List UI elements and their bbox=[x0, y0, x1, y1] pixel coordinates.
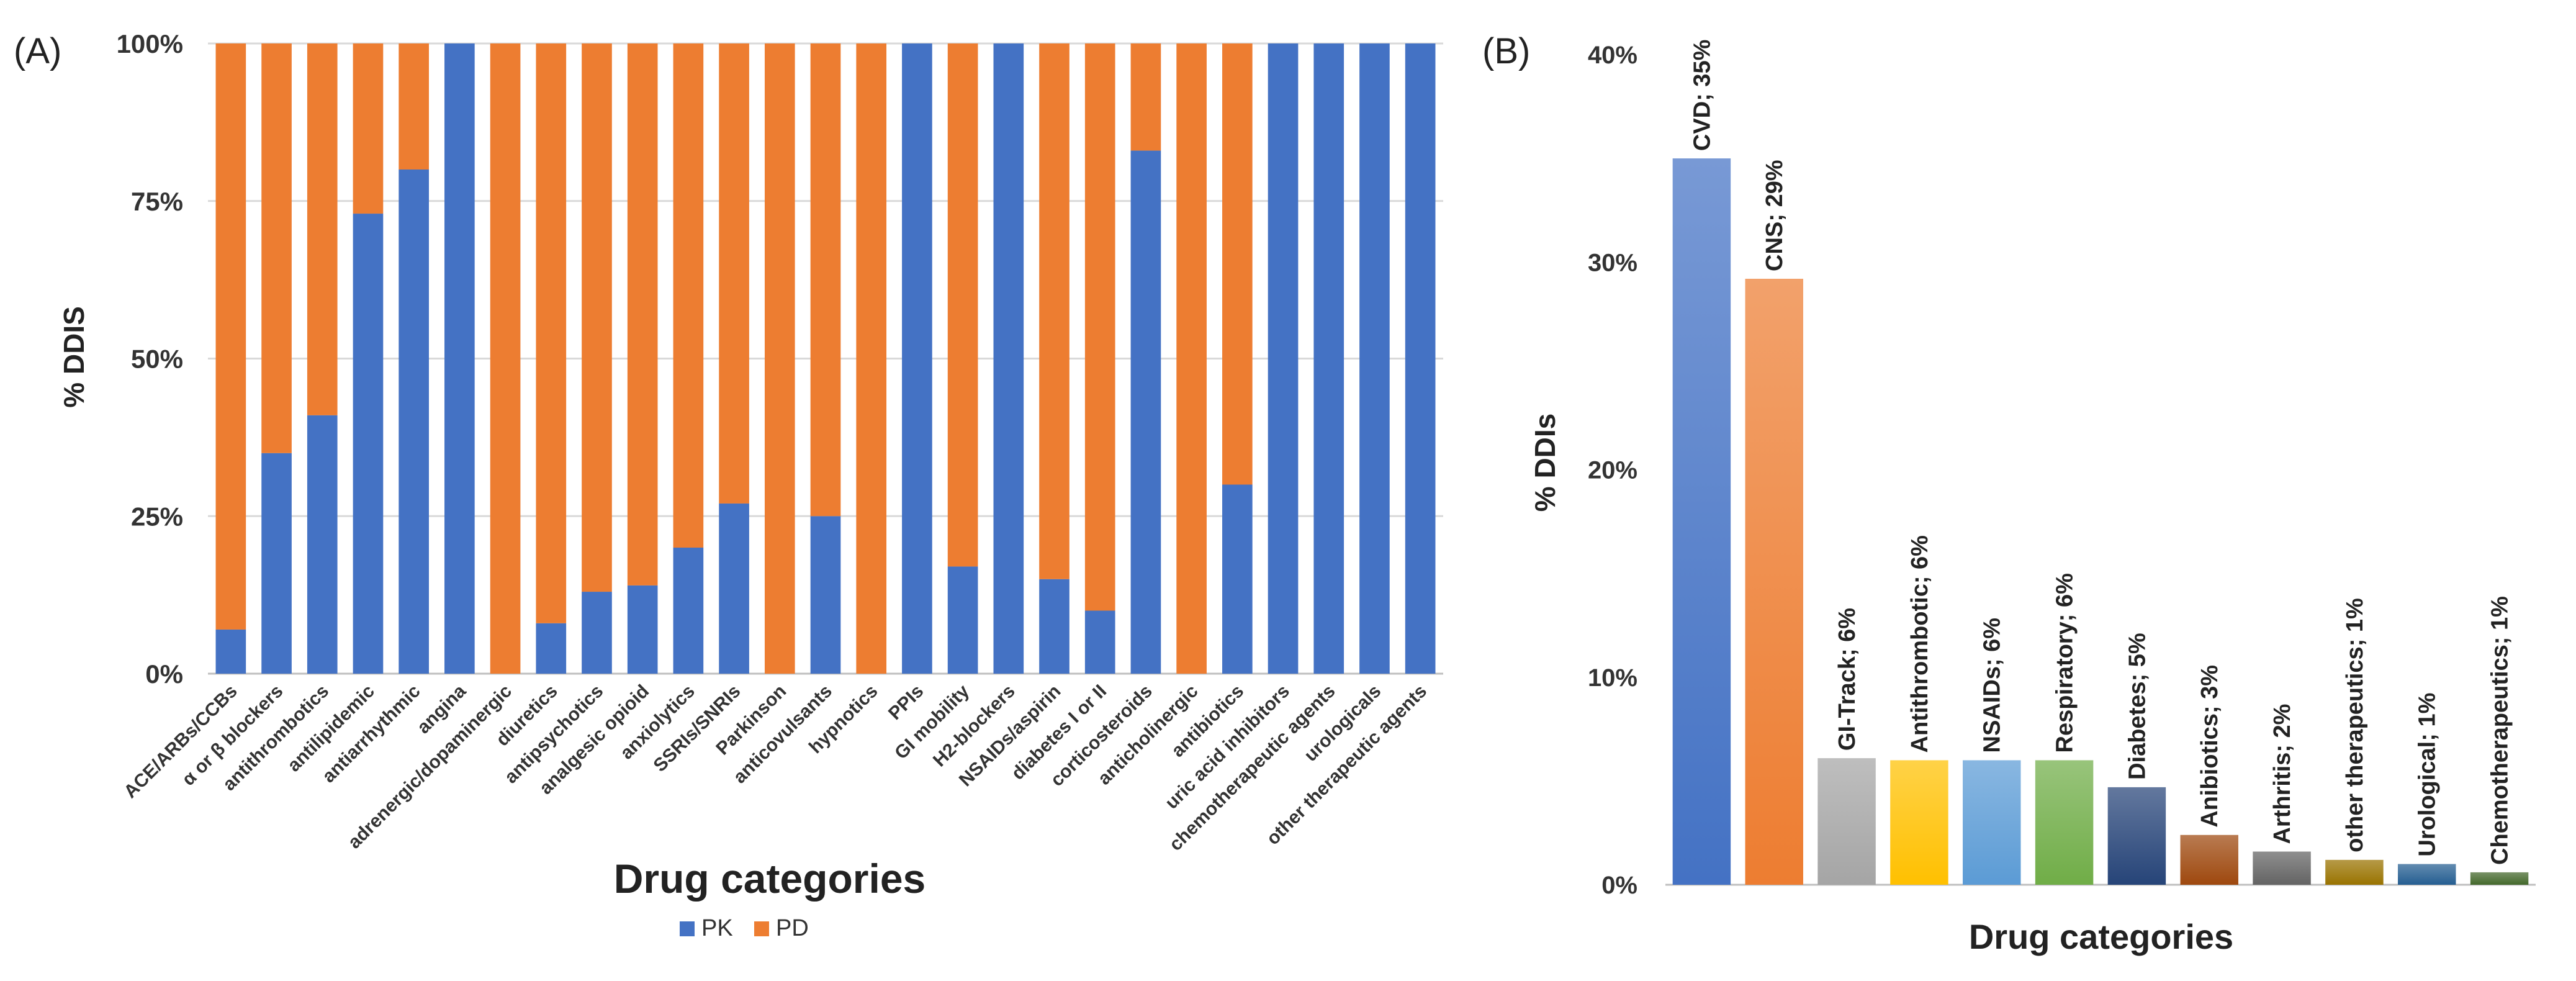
panel-a-y-tick-label: 75% bbox=[131, 187, 183, 216]
bar-pd-antipsychotics bbox=[582, 43, 612, 592]
bar-pd-diabetes-i-or-ii bbox=[1084, 43, 1115, 611]
panel-a-x-axis-label: Drug categories bbox=[614, 856, 925, 902]
bar-pd-antiarrhythmic bbox=[399, 43, 429, 170]
bar-pd-ace-arbs-ccbs bbox=[215, 43, 246, 630]
data-label-cvd: CVD; 35% bbox=[1689, 40, 1715, 151]
bar-pd-hypnotics bbox=[856, 43, 887, 674]
panel-b-y-axis-label: % DDIs bbox=[1529, 414, 1561, 512]
bar-pk-angina bbox=[444, 43, 475, 674]
bar-urological bbox=[2398, 864, 2456, 885]
panel-a-y-tick-label: 50% bbox=[131, 345, 183, 374]
bar-pk-analgesic-opioid bbox=[627, 585, 658, 674]
bar-nsaids bbox=[1963, 760, 2021, 885]
bar-pk-anxiolytics bbox=[673, 548, 704, 674]
panel-b-y-tick-label: 0% bbox=[1601, 872, 1637, 899]
bar-anibiotics bbox=[2180, 834, 2238, 885]
bar-gi-track bbox=[1817, 758, 1876, 885]
data-label-other-therapeutics: other therapeutics; 1% bbox=[2342, 598, 2368, 852]
bar-pk-ppis bbox=[902, 43, 932, 674]
bar-pk-diuretics bbox=[536, 623, 567, 674]
bar-pd-adrenergic-dopaminergic bbox=[490, 43, 521, 674]
panel-a-x-tick-label: PPIs bbox=[885, 681, 927, 724]
bar-pk-gi-mobility bbox=[947, 566, 978, 674]
panel-b-bars bbox=[1672, 158, 2529, 885]
bar-pk-nsaids-aspirin bbox=[1039, 579, 1070, 674]
panel-b-x-axis-label: Drug categories bbox=[1969, 917, 2233, 956]
data-label-nsaids: NSAIDs; 6% bbox=[1979, 618, 2006, 753]
data-label-urological: Urological; 1% bbox=[2415, 693, 2441, 857]
bar-chemotherapeutics bbox=[2470, 872, 2529, 885]
bar-pd-anticovulsants bbox=[810, 43, 841, 517]
bar-pk-uric-acid-inhibitors bbox=[1268, 43, 1299, 674]
data-label-diabetes: Diabetes; 5% bbox=[2124, 633, 2150, 780]
bar-cvd bbox=[1672, 158, 1731, 885]
bar-pk-ace-arbs-ccbs bbox=[215, 629, 246, 674]
panel-b: (B) 0% 10% 20% 30% 40% CVD; 35% CNS; 29% GI-Tr… bbox=[1482, 31, 2536, 956]
bar-pk-h2-blockers bbox=[993, 43, 1024, 674]
panel-b-y-tick-label: 40% bbox=[1588, 42, 1637, 69]
bar-other-therapeutics bbox=[2325, 859, 2384, 885]
bar-pk-anticovulsants bbox=[810, 516, 841, 674]
panel-a-y-tick-label: 0% bbox=[145, 659, 183, 689]
panel-a-y-tick-label: 25% bbox=[131, 502, 183, 531]
bar-pd-nsaids-aspirin bbox=[1039, 43, 1070, 579]
bar-arthritis bbox=[2253, 851, 2311, 885]
bar-pd-gi-mobility bbox=[947, 43, 978, 567]
data-label-cns: CNS; 29% bbox=[1762, 160, 1788, 271]
bar-pd-anxiolytics bbox=[673, 43, 704, 548]
panel-b-y-tick-label: 30% bbox=[1588, 249, 1637, 276]
panel-b-y-tick-label: 20% bbox=[1588, 457, 1637, 484]
panel-a-label: (A) bbox=[14, 31, 61, 71]
bar-respiratory bbox=[2035, 760, 2094, 885]
data-label-gi-track: GI-Track; 6% bbox=[1834, 608, 1860, 751]
bar-pk-ssris-snris bbox=[719, 503, 749, 674]
bar-pk-chemotherapeutic-agents bbox=[1313, 43, 1344, 674]
data-label-antithrombotic: Antithrombotic; 6% bbox=[1907, 535, 1933, 753]
bar-pd-antilipidemic bbox=[353, 43, 384, 214]
data-label-anibiotics: Anibiotics; 3% bbox=[2197, 665, 2223, 828]
bar-diabetes bbox=[2107, 787, 2166, 885]
bar-pk-urologicals bbox=[1359, 43, 1390, 674]
bar-pd-parkinson bbox=[764, 43, 795, 674]
legend-pk-swatch bbox=[680, 921, 695, 936]
bar-cns bbox=[1745, 278, 1803, 885]
bar-pk-antipsychotics bbox=[582, 592, 612, 674]
bar-pd-diuretics bbox=[536, 43, 567, 623]
bar-pd-antibiotics bbox=[1222, 43, 1253, 485]
bar-pk-other-therapeutic-agents bbox=[1405, 43, 1436, 674]
bar-pd-analgesic-opioid bbox=[627, 43, 658, 585]
panel-b-label: (B) bbox=[1482, 31, 1530, 71]
bar-pd-ssris-snris bbox=[719, 43, 749, 504]
panel-b-y-tick-label: 10% bbox=[1588, 664, 1637, 692]
bar-pd-corticosteroids bbox=[1130, 43, 1161, 151]
bar-pk-antiarrhythmic bbox=[399, 170, 429, 674]
panel-a-y-tick-label: 100% bbox=[117, 29, 183, 58]
bar-pk-antibiotics bbox=[1222, 484, 1253, 674]
bar-pk-or-blockers bbox=[261, 453, 292, 674]
panel-b-y-ticks: 0% 10% 20% 30% 40% bbox=[1588, 42, 1637, 899]
bar-pd-anticholinergic bbox=[1176, 43, 1207, 674]
data-label-arthritis: Arthritis; 2% bbox=[2269, 704, 2295, 844]
data-label-respiratory: Respiratory; 6% bbox=[2052, 573, 2078, 753]
bar-antithrombotic bbox=[1890, 760, 1948, 885]
panel-a-bars bbox=[215, 43, 1436, 674]
panel-a-legend: PK PD bbox=[680, 915, 809, 941]
legend-pd-swatch bbox=[754, 921, 769, 936]
data-label-chemotherapeutics: Chemotherapeutics; 1% bbox=[2487, 596, 2513, 865]
bar-pk-antithrombotics bbox=[307, 415, 338, 674]
panel-a-y-axis-label: % DDIS bbox=[58, 306, 90, 408]
panel-a-y-ticks: 0% 25% 50% 75% 100% bbox=[117, 29, 183, 689]
panel-b-data-labels: CVD; 35% CNS; 29% GI-Track; 6% Antithrombot… bbox=[1689, 40, 2513, 865]
bar-pk-antilipidemic bbox=[353, 214, 384, 674]
legend-pk-label: PK bbox=[701, 915, 733, 941]
bar-pk-corticosteroids bbox=[1130, 150, 1161, 674]
bar-pd-antithrombotics bbox=[307, 43, 338, 415]
bar-pk-diabetes-i-or-ii bbox=[1084, 610, 1115, 674]
legend-pd-label: PD bbox=[776, 915, 809, 941]
bar-pd-or-blockers bbox=[261, 43, 292, 453]
